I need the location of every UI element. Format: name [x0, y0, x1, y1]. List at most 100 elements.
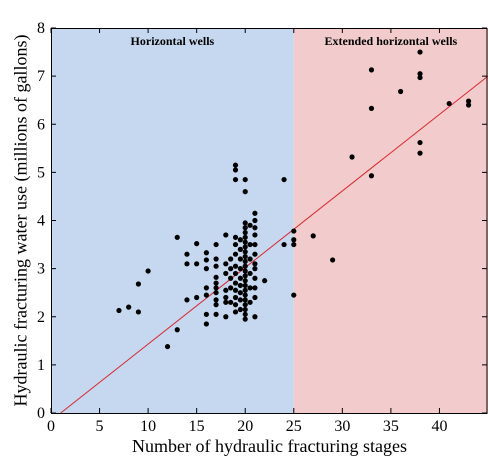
- points-layer: [116, 49, 472, 350]
- data-point: [194, 294, 200, 301]
- data-point: [252, 314, 258, 320]
- data-point: [126, 304, 132, 310]
- data-point: [223, 294, 229, 301]
- data-point: [242, 244, 248, 250]
- data-point: [203, 321, 209, 327]
- data-point: [247, 285, 253, 291]
- data-point: [242, 268, 248, 274]
- data-point: [252, 266, 258, 272]
- data-point: [228, 275, 234, 281]
- data-point: [174, 234, 180, 240]
- x-tick-label: 10: [140, 418, 156, 435]
- data-point: [242, 239, 248, 245]
- y-tick-label: 5: [37, 164, 45, 181]
- data-point: [237, 282, 243, 289]
- data-point: [242, 253, 248, 260]
- y-axis-label: Hydraulic fracturing water use (millions…: [10, 35, 31, 407]
- data-point: [242, 189, 248, 195]
- data-point: [291, 241, 297, 248]
- data-point: [247, 270, 253, 277]
- data-point: [223, 287, 229, 293]
- data-point: [417, 139, 423, 146]
- data-point: [242, 229, 248, 236]
- data-point: [232, 167, 239, 173]
- ticks-layer: 0 5 10 15 20 25 30 35 40 0 1 2 3 4 5 6 7 8: [37, 20, 487, 435]
- data-point: [232, 241, 239, 248]
- data-point: [242, 249, 248, 255]
- region-1: [293, 28, 488, 413]
- region-layer: [51, 28, 488, 413]
- data-point: [232, 234, 239, 240]
- data-point: [145, 268, 151, 274]
- data-point: [349, 154, 355, 160]
- data-point: [291, 237, 297, 243]
- data-point: [203, 292, 209, 298]
- data-point: [242, 263, 248, 269]
- y-tick-label: 7: [37, 68, 45, 85]
- data-point: [232, 294, 239, 301]
- y-tick-label: 2: [37, 309, 45, 326]
- data-point: [213, 290, 219, 296]
- data-point: [213, 263, 219, 269]
- data-point: [242, 234, 248, 240]
- data-point: [237, 290, 243, 296]
- data-point: [213, 302, 219, 308]
- data-point: [242, 297, 248, 303]
- data-point: [252, 241, 258, 248]
- trend-line: [60, 75, 488, 414]
- data-point: [184, 251, 190, 257]
- data-point: [232, 302, 239, 308]
- data-point: [398, 88, 404, 95]
- data-point: [281, 176, 287, 183]
- trend-layer: [60, 75, 488, 414]
- region-label-1: Extended horizontal wells: [325, 34, 458, 48]
- data-point: [237, 246, 243, 252]
- data-point: [223, 261, 229, 267]
- data-point: [232, 309, 239, 315]
- y-tick-label: 3: [37, 261, 45, 278]
- data-point: [228, 266, 234, 272]
- data-point: [242, 311, 248, 317]
- data-point: [228, 285, 234, 291]
- data-point: [237, 256, 243, 262]
- data-point: [213, 280, 219, 286]
- data-point: [252, 261, 258, 267]
- data-point: [174, 327, 180, 333]
- data-point: [368, 67, 375, 73]
- data-point: [237, 306, 243, 313]
- data-point: [252, 225, 258, 231]
- y-tick-label: 0: [37, 405, 45, 422]
- data-point: [213, 285, 219, 291]
- data-point: [247, 241, 253, 248]
- data-point: [242, 176, 248, 183]
- data-point: [203, 257, 209, 263]
- data-point: [135, 309, 141, 315]
- y-tick-label: 1: [37, 357, 45, 374]
- data-point: [330, 257, 336, 263]
- data-point: [213, 241, 219, 248]
- data-point: [194, 261, 200, 267]
- x-tick-label: 25: [286, 418, 302, 435]
- x-tick-label: 20: [237, 418, 253, 435]
- data-point: [242, 306, 248, 313]
- data-point: [252, 294, 258, 301]
- data-point: [242, 220, 248, 226]
- data-point: [232, 280, 239, 286]
- data-point: [465, 102, 472, 108]
- data-point: [228, 256, 234, 262]
- data-point: [135, 281, 141, 287]
- data-point: [184, 297, 190, 303]
- data-point: [247, 299, 253, 305]
- data-point: [194, 241, 200, 247]
- data-point: [223, 314, 229, 320]
- data-point: [262, 278, 268, 284]
- data-point: [203, 311, 209, 317]
- x-tick-label: 15: [189, 418, 205, 435]
- data-point: [213, 274, 219, 280]
- data-point: [252, 275, 258, 281]
- data-point: [252, 210, 258, 216]
- data-point: [417, 71, 423, 77]
- data-point: [291, 292, 297, 298]
- data-point: [368, 105, 375, 111]
